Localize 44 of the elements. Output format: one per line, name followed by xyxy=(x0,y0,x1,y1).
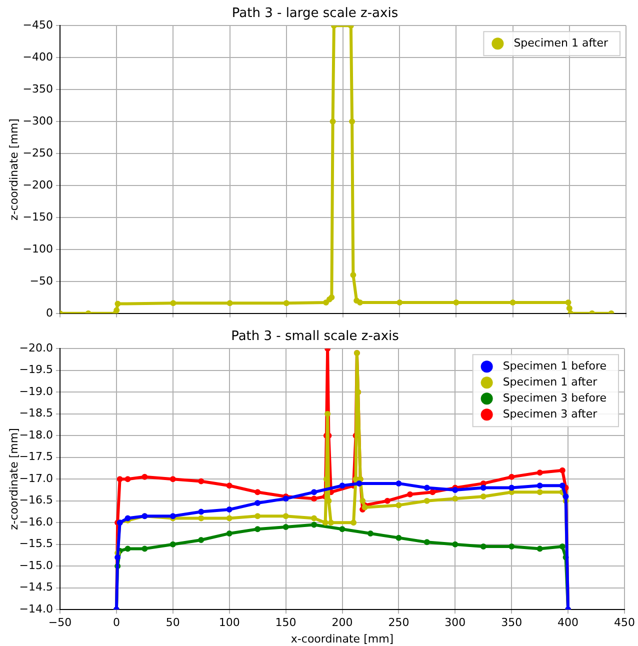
x-tick-label: 300 xyxy=(444,616,466,630)
y-tick-label: −20.0 xyxy=(19,341,53,354)
legend-label: Specimen 1 before xyxy=(502,359,607,372)
x-tick-label: 350 xyxy=(501,616,522,630)
y-tick-label: −15.5 xyxy=(19,537,53,550)
y-tick-label: −18.5 xyxy=(19,406,53,420)
y-tick-label: −400 xyxy=(22,50,53,64)
y-tick-label: −14.0 xyxy=(19,602,53,616)
y-tick-label: −250 xyxy=(22,146,53,160)
y-tick-label: 0 xyxy=(46,306,53,320)
y-tick-label: −450 xyxy=(22,18,53,32)
x-tick-label: 150 xyxy=(275,616,296,630)
y-axis-title: z-coordinate [mm] xyxy=(7,118,20,220)
y-tick-label: −300 xyxy=(22,114,53,128)
chart-title: Path 3 - small scale z-axis xyxy=(231,329,400,344)
x-tick-label: 100 xyxy=(218,616,240,630)
x-tick-label: 400 xyxy=(558,616,579,630)
x-tick-label: 50 xyxy=(166,616,180,630)
legend-label: Specimen 3 after xyxy=(502,407,598,420)
legend-label: Specimen 3 before xyxy=(502,391,607,404)
x-axis-title: x-coordinate [mm] xyxy=(290,632,394,646)
x-tick-label: −50 xyxy=(48,616,72,630)
y-tick-label: −17.5 xyxy=(19,450,53,464)
x-tick-label: 250 xyxy=(388,616,410,630)
x-tick-label: 450 xyxy=(614,616,635,630)
y-axis-title: z-coordinate [mm] xyxy=(7,428,20,530)
y-tick-label: −17.0 xyxy=(19,472,53,485)
x-tick-label: 0 xyxy=(112,616,120,630)
y-tick-label: −50 xyxy=(30,274,53,288)
legend-label: Specimen 1 after xyxy=(514,36,608,50)
x-tick-label: 200 xyxy=(332,616,353,630)
y-tick-label: −350 xyxy=(22,82,53,96)
legend-label: Specimen 1 after xyxy=(502,375,598,388)
y-tick-label: −150 xyxy=(22,210,53,224)
chart-title: Path 3 - large scale z-axis xyxy=(232,6,398,22)
y-tick-label: −18.0 xyxy=(19,428,53,442)
y-tick-label: −16.0 xyxy=(19,515,53,528)
y-tick-label: −15.0 xyxy=(19,558,53,572)
y-tick-label: −100 xyxy=(22,242,53,256)
y-tick-label: −200 xyxy=(22,178,53,192)
y-tick-label: −16.5 xyxy=(19,494,53,507)
y-tick-label: −19.5 xyxy=(19,363,53,376)
y-tick-label: −19.0 xyxy=(19,384,53,398)
y-tick-label: −14.5 xyxy=(19,580,53,594)
